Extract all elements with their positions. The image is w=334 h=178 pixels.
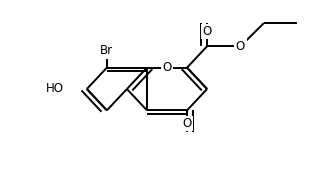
Text: O: O (162, 61, 172, 74)
Text: O: O (236, 40, 245, 53)
Text: O: O (182, 117, 192, 130)
Text: HO: HO (45, 82, 63, 96)
Text: Br: Br (100, 44, 114, 57)
Text: O: O (202, 25, 212, 38)
